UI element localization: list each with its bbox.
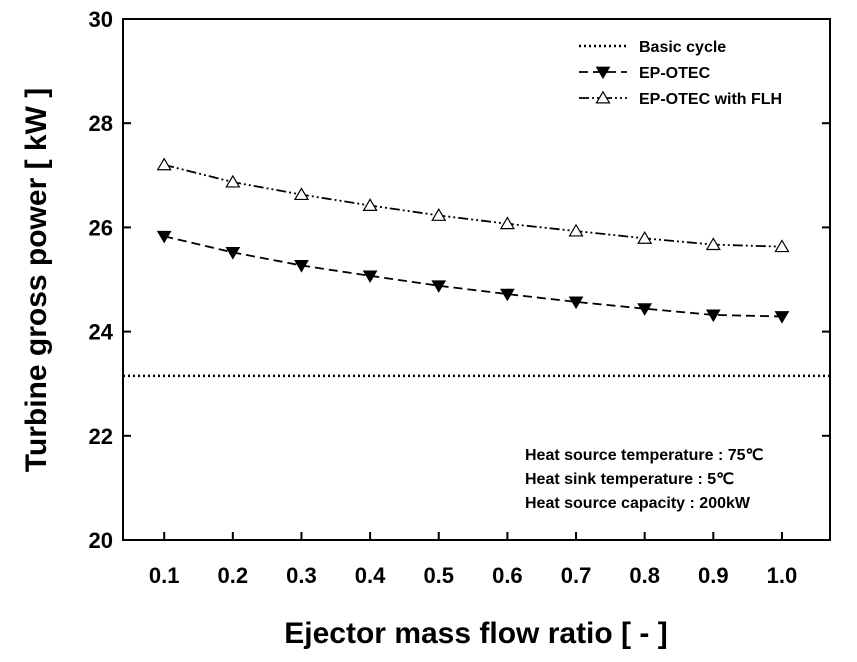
down-triangle-marker: [568, 296, 584, 310]
annotation-line: Heat sink temperature : 5℃: [525, 471, 734, 488]
down-triangle-marker: [774, 311, 790, 324]
legend-label: EP-OTEC: [639, 65, 711, 82]
down-triangle-marker: [294, 260, 309, 273]
up-triangle-marker: [595, 90, 611, 104]
plot-area: [122, 18, 831, 541]
series-layer: [123, 157, 830, 378]
y-tick-label: 22: [89, 424, 113, 449]
plot-frame: [122, 18, 831, 541]
up-triangle-marker: [362, 198, 378, 211]
down-triangle-marker: [705, 309, 721, 323]
down-triangle-marker: [431, 280, 447, 293]
down-triangle-marker: [225, 247, 241, 260]
up-triangle-marker: [774, 239, 790, 253]
x-tick-label: 1.0: [767, 563, 798, 588]
series-line: [163, 164, 782, 248]
x-axis-title: Ejector mass flow ratio [ - ]: [284, 617, 667, 650]
x-tick-label: 0.8: [629, 563, 660, 588]
series-line: [163, 235, 782, 318]
down-triangle-marker: [595, 66, 611, 80]
y-tick-label: 30: [89, 7, 113, 32]
up-triangle-marker: [293, 187, 310, 201]
down-triangle-marker: [637, 303, 653, 316]
up-triangle-marker: [568, 223, 584, 237]
x-tick-label: 0.7: [561, 563, 592, 588]
y-axis-ticks: 20 22 24 26 28 30: [89, 7, 830, 553]
up-triangle-marker: [637, 230, 653, 244]
down-triangle-marker: [362, 270, 378, 284]
down-triangle-marker: [156, 230, 172, 244]
legend-label: EP-OTEC with FLH: [639, 91, 782, 108]
up-triangle-marker: [156, 157, 172, 171]
x-axis-ticks: 0.1 0.2 0.3 0.4 0.5 0.6 0.7 0.8 0.9 1.0: [149, 532, 797, 588]
legend: Basic cycle EP-OTEC EP-OTEC with FLH: [579, 39, 782, 108]
x-tick-label: 0.5: [423, 563, 454, 588]
x-tick-label: 0.9: [698, 563, 729, 588]
y-tick-label: 24: [89, 320, 114, 345]
x-tick-label: 0.6: [492, 563, 523, 588]
y-tick-label: 26: [89, 215, 113, 240]
up-triangle-marker: [225, 174, 241, 188]
y-tick-label: 28: [89, 111, 113, 136]
legend-label: Basic cycle: [639, 39, 726, 56]
annotation-box: Heat source temperature : 75℃ Heat sink …: [525, 447, 764, 512]
up-triangle-marker: [705, 237, 721, 251]
down-triangle-marker: [500, 288, 515, 302]
annotation-line: Heat source temperature : 75℃: [525, 447, 764, 464]
y-tick-label: 20: [89, 528, 113, 553]
y-axis-title: Turbine gross power [ kW ]: [20, 88, 53, 472]
annotation-line: Heat source capacity : 200kW: [525, 495, 751, 512]
x-tick-label: 0.3: [286, 563, 317, 588]
up-triangle-marker: [431, 208, 447, 221]
x-tick-label: 0.1: [149, 563, 180, 588]
x-tick-label: 0.2: [218, 563, 249, 588]
x-tick-label: 0.4: [355, 563, 386, 588]
up-triangle-marker: [499, 216, 515, 230]
